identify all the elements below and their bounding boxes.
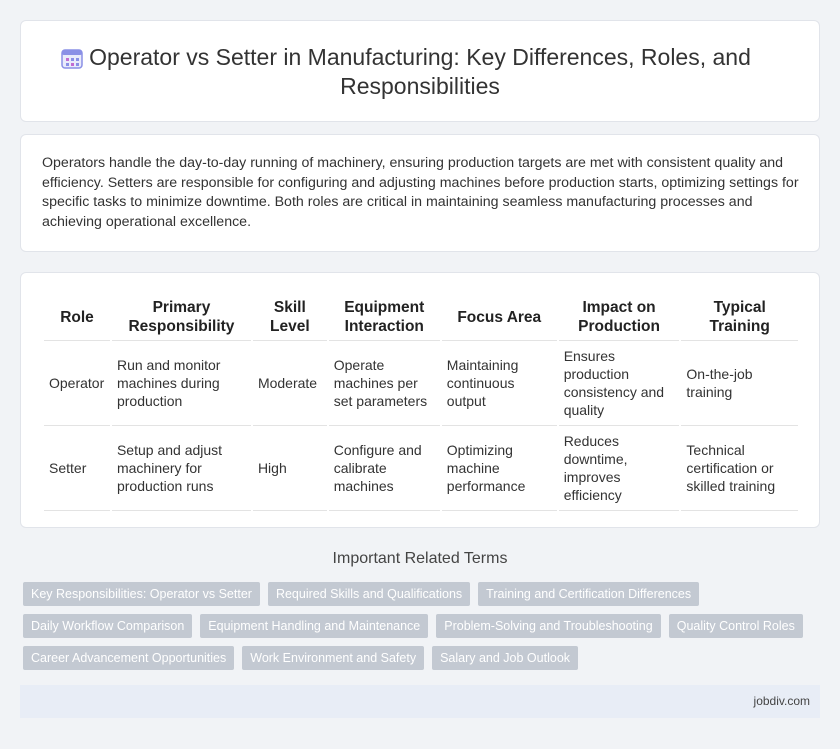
table-cell: Operator bbox=[44, 341, 110, 426]
related-tag[interactable]: Training and Certification Differences bbox=[478, 582, 700, 606]
related-tag[interactable]: Salary and Job Outlook bbox=[432, 646, 579, 670]
table-cell: Run and monitor machines during producti… bbox=[111, 341, 251, 426]
table-cell: On-the-job training bbox=[681, 341, 798, 426]
calendar-icon bbox=[61, 49, 83, 69]
related-tag[interactable]: Quality Control Roles bbox=[668, 614, 803, 638]
related-tag[interactable]: Key Responsibilities: Operator vs Setter bbox=[23, 582, 260, 606]
table-header-row: Role Primary Responsibility Skill Level … bbox=[44, 290, 798, 341]
table-cell: Technical certification or skilled train… bbox=[681, 426, 798, 511]
related-tag[interactable]: Required Skills and Qualifications bbox=[267, 582, 471, 606]
header-focus-area: Focus Area bbox=[441, 290, 557, 341]
table-cell: Setter bbox=[44, 426, 110, 511]
related-tag[interactable]: Work Environment and Safety bbox=[242, 646, 425, 670]
table-cell: Maintaining continuous output bbox=[441, 341, 557, 426]
table-cell: High bbox=[252, 426, 327, 511]
table-cell: Configure and calibrate machines bbox=[328, 426, 440, 511]
table-cell: Moderate bbox=[252, 341, 327, 426]
table-row: Setter Setup and adjust machinery for pr… bbox=[44, 426, 798, 511]
table-row: Operator Run and monitor machines during… bbox=[44, 341, 798, 426]
related-terms-title: Important Related Terms bbox=[332, 550, 508, 567]
table-cell: Ensures production consistency and quali… bbox=[558, 341, 680, 426]
table-cell: Operate machines per set parameters bbox=[328, 341, 440, 426]
table-cell: Reduces downtime, improves efficiency bbox=[558, 426, 680, 511]
header-primary-responsibility: Primary Responsibility bbox=[111, 290, 251, 341]
footer-site-link[interactable]: jobdiv.com bbox=[753, 694, 810, 708]
comparison-table: Role Primary Responsibility Skill Level … bbox=[42, 290, 800, 511]
header-card: Operator vs Setter in Manufacturing: Key… bbox=[20, 20, 820, 122]
intro-card: Operators handle the day-to-day running … bbox=[20, 134, 820, 252]
intro-paragraph: Operators handle the day-to-day running … bbox=[42, 155, 799, 230]
related-tag[interactable]: Daily Workflow Comparison bbox=[23, 614, 193, 638]
table-cell: Setup and adjust machinery for productio… bbox=[111, 426, 251, 511]
header-skill-level: Skill Level bbox=[252, 290, 327, 341]
related-tag[interactable]: Equipment Handling and Maintenance bbox=[200, 614, 429, 638]
footer: jobdiv.com bbox=[20, 685, 820, 718]
header-role: Role bbox=[44, 290, 110, 341]
header-typical-training: Typical Training bbox=[681, 290, 798, 341]
related-terms-tags: Key Responsibilities: Operator vs Setter… bbox=[23, 582, 823, 678]
related-tag[interactable]: Career Advancement Opportunities bbox=[23, 646, 235, 670]
page-title: Operator vs Setter in Manufacturing: Key… bbox=[89, 44, 751, 99]
header-equipment-interaction: Equipment Interaction bbox=[328, 290, 440, 341]
comparison-table-card: Role Primary Responsibility Skill Level … bbox=[20, 272, 820, 528]
header-impact-on-production: Impact on Production bbox=[558, 290, 680, 341]
related-tag[interactable]: Problem-Solving and Troubleshooting bbox=[436, 614, 661, 638]
table-cell: Optimizing machine performance bbox=[441, 426, 557, 511]
